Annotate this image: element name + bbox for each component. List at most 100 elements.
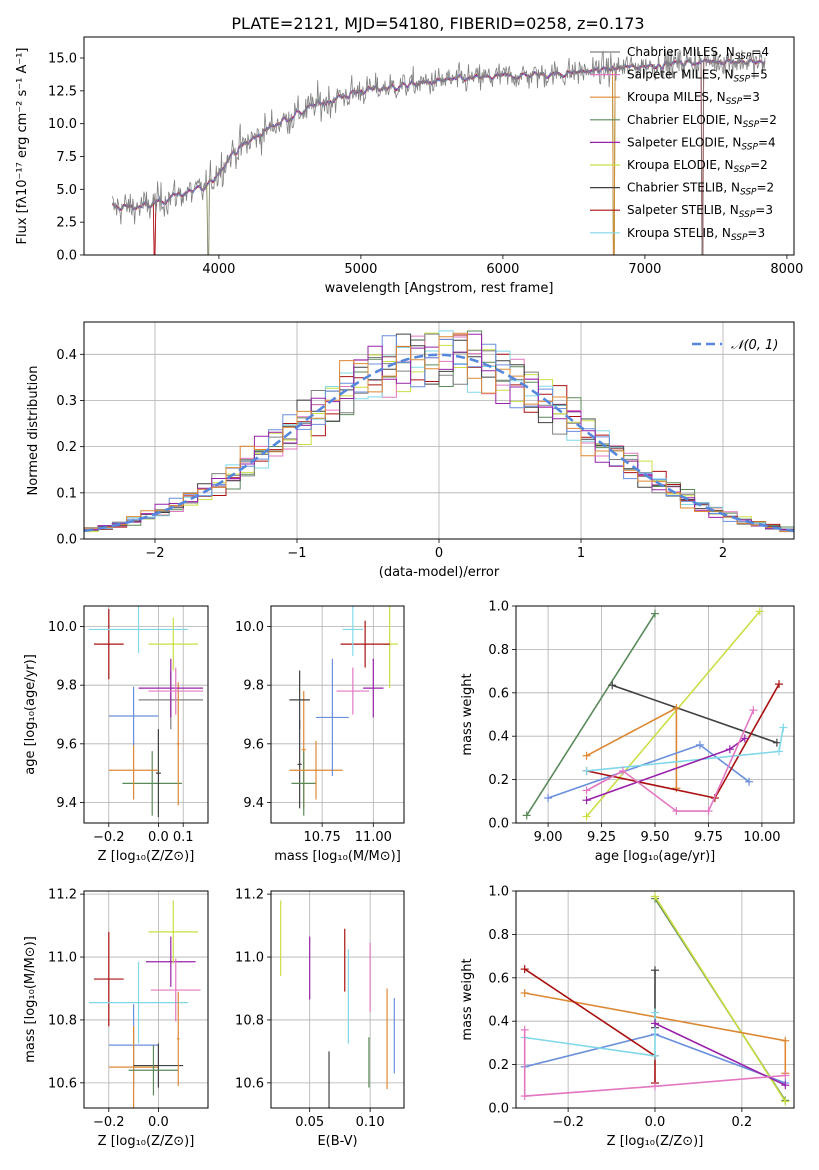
plot-area-age-vs-Z xyxy=(88,606,204,818)
y-tick-label: 0.2 xyxy=(488,773,509,788)
plot-area-spectrum xyxy=(112,48,766,255)
y-axis-label: Flux [fλ10⁻¹⁷ erg cm⁻² s⁻¹ A⁻¹] xyxy=(15,48,30,245)
x-tick-label: 8000 xyxy=(770,262,803,277)
y-tick-label: 0.0 xyxy=(56,533,77,548)
y-axis-label: age [log₁₀(age/yr)] xyxy=(23,654,38,775)
x-tick-label: 1 xyxy=(577,546,585,561)
residual-legend: 𝒩(0, 1) xyxy=(692,338,778,353)
x-tick-label: −0.2 xyxy=(93,1115,125,1130)
y-tick-label: 0.6 xyxy=(488,686,509,701)
y-axis-label: mass weight xyxy=(460,673,475,755)
plot-area-residuals xyxy=(84,330,794,533)
legend-entry: 𝒩(0, 1) xyxy=(731,338,778,353)
x-axis-label: Z [log₁₀(Z/Z⊙)] xyxy=(98,1134,195,1149)
plot-area-mass-vs-Z xyxy=(88,900,201,1108)
x-tick-label: −1 xyxy=(287,546,306,561)
x-tick-label: 7000 xyxy=(628,262,661,277)
y-tick-label: 0.6 xyxy=(488,971,509,986)
y-tick-label: 11.0 xyxy=(48,951,77,966)
axes-frame-weight-vs-age xyxy=(515,605,795,824)
y-tick-label: 2.5 xyxy=(56,216,77,231)
panel-weight-vs-Z: −0.2 0.0 0.2 0.0 0.2 0.4 0.6 0.8 1.0 Z [log₁₀(Z/Z… xyxy=(460,885,795,1149)
x-tick-label: −0.2 xyxy=(93,830,125,845)
x-tick-label: 9.00 xyxy=(534,830,563,845)
y-tick-label: 0.0 xyxy=(56,249,77,264)
mass-weight-line xyxy=(654,895,786,1102)
y-tick-label: 0.0 xyxy=(488,1102,509,1117)
x-tick-label: 0.10 xyxy=(356,1115,385,1130)
y-tick-label: 0.3 xyxy=(56,394,77,409)
x-tick-label: 4000 xyxy=(202,262,235,277)
x-tick-label: 0.0 xyxy=(645,1115,666,1130)
y-tick-label: 10.0 xyxy=(48,117,77,132)
x-tick-label: 0.05 xyxy=(295,1115,324,1130)
y-tick-label: 9.4 xyxy=(56,796,77,811)
axes-frame-age-vs-mass xyxy=(270,605,405,824)
y-tick-label: 10.6 xyxy=(48,1076,77,1091)
y-tick-label: 11.0 xyxy=(235,951,264,966)
x-tick-label: 0.0 xyxy=(148,830,169,845)
legend-entry: Kroupa MILES, NSSP=3 xyxy=(627,90,760,107)
y-tick-label: 10.8 xyxy=(48,1013,77,1028)
mass-weight-line xyxy=(585,610,761,818)
x-axis-label: E(B-V) xyxy=(317,1134,357,1149)
mass-weight-line xyxy=(526,613,656,816)
panel-weight-vs-age: 9.00 9.25 9.50 9.75 10.00 0.0 0.2 0.4 0.6 0.8 1.0 a… xyxy=(460,600,795,864)
mass-weight-line xyxy=(611,684,778,744)
y-tick-label: 10.6 xyxy=(235,1076,264,1091)
x-tick-label: 10.00 xyxy=(743,830,780,845)
y-tick-label: 0.8 xyxy=(488,928,509,943)
mass-weight-line xyxy=(654,1022,786,1086)
y-tick-label: 7.5 xyxy=(56,150,77,165)
axes-frame-mass-vs-EBV xyxy=(270,890,405,1109)
figure-title: PLATE=2121, MJD=54180, FIBERID=0258, z=0… xyxy=(231,14,644,33)
plot-area-weight-vs-Z xyxy=(520,892,790,1106)
y-tick-label: 0.8 xyxy=(488,643,509,658)
plot-area-mass-vs-EBV xyxy=(280,900,395,1108)
y-tick-label: 11.2 xyxy=(48,888,77,903)
y-tick-label: 5.0 xyxy=(56,183,77,198)
legend-entry: Salpeter ELODIE, NSSP=4 xyxy=(627,135,776,152)
x-tick-label: 0.1 xyxy=(173,830,194,845)
normal-distribution-curve xyxy=(84,353,794,533)
panel-residuals: −2 −1 0 1 2 0.0 0.1 0.2 0.3 0.4 (data-model)/error… xyxy=(26,321,795,580)
y-tick-label: 9.8 xyxy=(243,679,264,694)
x-tick-label: 9.50 xyxy=(641,830,670,845)
legend-entry: Chabrier MILES, NSSP=4 xyxy=(627,45,769,62)
residual-histogram xyxy=(84,333,794,530)
x-axis-label: (data-model)/error xyxy=(379,565,500,580)
y-tick-label: 9.4 xyxy=(243,796,264,811)
x-tick-label: 9.75 xyxy=(694,830,723,845)
y-tick-label: 0.4 xyxy=(56,348,77,363)
x-axis-label: age [log₁₀(age/yr)] xyxy=(595,849,716,864)
y-tick-label: 9.6 xyxy=(56,737,77,752)
panel-age-vs-mass: 10.75 11.00 9.4 9.6 9.8 10.0 mass [log₁₀(M/M⊙)… xyxy=(235,605,405,864)
spectrum-legend: Chabrier MILES, NSSP=4 Salpeter MILES, NS… xyxy=(590,45,777,243)
data-spectrum-line xyxy=(112,48,766,255)
y-axis-label: mass weight xyxy=(460,958,475,1040)
y-tick-label: 15.0 xyxy=(48,52,77,67)
legend-entry: Chabrier STELIB, NSSP=2 xyxy=(627,181,774,198)
y-tick-label: 10.0 xyxy=(235,620,264,635)
y-tick-label: 1.0 xyxy=(488,885,509,900)
legend-entry: Kroupa ELODIE, NSSP=2 xyxy=(627,158,768,175)
x-axis-label: wavelength [Angstrom, rest frame] xyxy=(325,281,554,296)
x-tick-label: 11.00 xyxy=(355,830,392,845)
y-tick-label: 9.8 xyxy=(56,679,77,694)
y-tick-label: 0.2 xyxy=(488,1058,509,1073)
x-axis-label: mass [log₁₀(M/M⊙)] xyxy=(274,849,401,864)
x-tick-label: 9.25 xyxy=(587,830,616,845)
y-tick-label: 0.1 xyxy=(56,486,77,501)
x-tick-label: −2 xyxy=(145,546,164,561)
panel-mass-vs-Z: −0.2 0.0 10.6 10.8 11.0 11.2 Z [log₁₀(Z/Z⊙)] ma… xyxy=(23,888,209,1149)
x-axis-label: Z [log₁₀(Z/Z⊙)] xyxy=(98,849,195,864)
panel-mass-vs-EBV: 0.05 0.10 10.6 10.8 11.0 11.2 E(B-V) xyxy=(235,888,405,1149)
x-tick-label: 0 xyxy=(435,546,443,561)
y-tick-label: 9.6 xyxy=(243,737,264,752)
legend-entry: Kroupa STELIB, NSSP=3 xyxy=(627,226,765,243)
x-tick-label: 6000 xyxy=(486,262,519,277)
x-tick-label: 2 xyxy=(719,546,727,561)
axes-frame-mass-vs-Z xyxy=(83,890,209,1109)
x-tick-label: 5000 xyxy=(344,262,377,277)
axes-frame-spectrum xyxy=(83,36,795,256)
